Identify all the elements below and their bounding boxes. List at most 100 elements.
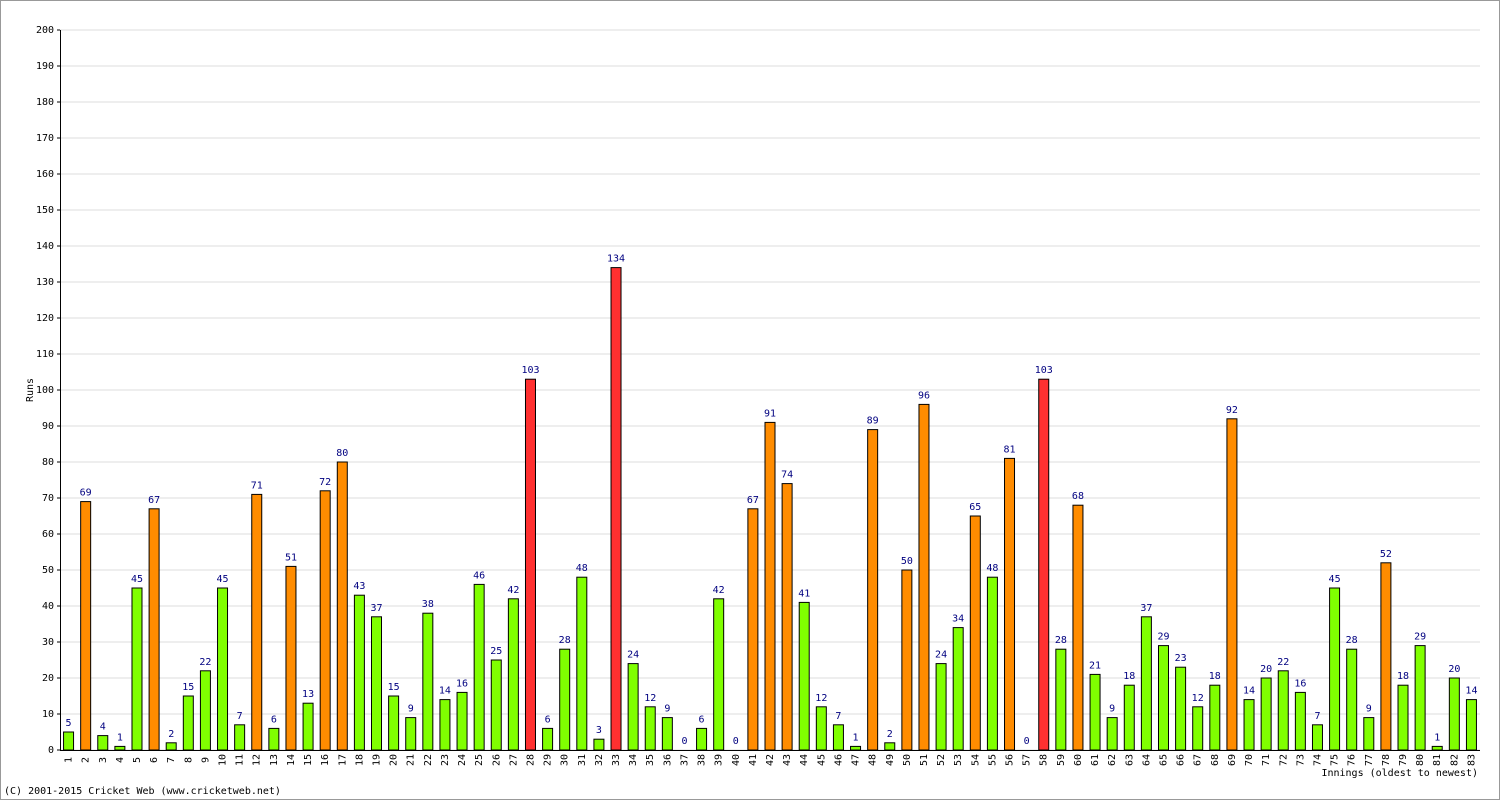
value-label: 28 [1055, 635, 1067, 646]
bar [1226, 418, 1238, 751]
x-tick-label: 54 [970, 754, 981, 766]
x-tick-label: 10 [218, 754, 229, 766]
x-tick-label: 71 [1261, 754, 1272, 766]
bar [952, 627, 964, 751]
bar [353, 594, 365, 751]
x-tick-label: 55 [987, 754, 998, 766]
x-tick-label: 63 [1124, 754, 1135, 766]
x-tick-label: 68 [1210, 754, 1221, 766]
x-tick-label: 23 [440, 754, 451, 766]
x-tick-label: 49 [885, 754, 896, 766]
bar [1277, 670, 1289, 751]
x-tick-label: 62 [1107, 754, 1118, 766]
value-label: 1 [853, 732, 859, 743]
y-tick-label: 80 [42, 457, 54, 468]
x-tick-label: 27 [508, 754, 519, 766]
y-tick-label: 50 [42, 565, 54, 576]
bar [1055, 648, 1067, 751]
footer: (C) 2001-2015 Cricket Web (www.cricketwe… [4, 786, 281, 797]
value-label: 15 [182, 682, 194, 693]
bar [781, 483, 793, 751]
x-tick-label: 81 [1432, 754, 1443, 766]
x-tick-label: 47 [851, 754, 862, 766]
bar [713, 598, 725, 751]
value-label: 18 [1209, 671, 1221, 682]
x-tick-label: 33 [611, 754, 622, 766]
x-tick-label: 61 [1090, 754, 1101, 766]
value-label: 12 [815, 693, 827, 704]
value-label: 74 [781, 470, 793, 481]
y-tick-label: 130 [36, 277, 54, 288]
y-tick-label: 70 [42, 493, 54, 504]
value-label: 37 [1140, 603, 1152, 614]
bar [336, 461, 348, 751]
x-tick-label: 70 [1244, 754, 1255, 766]
value-label: 48 [986, 563, 998, 574]
x-tick-label: 46 [833, 754, 844, 766]
value-label: 52 [1380, 549, 1392, 560]
x-axis-title: Innings (oldest to newest) [1321, 768, 1478, 779]
x-tick-label: 80 [1415, 754, 1426, 766]
bar [1004, 457, 1016, 751]
bar [747, 508, 759, 751]
x-tick-label: 1 [64, 757, 75, 763]
x-tick-label: 9 [200, 757, 211, 763]
x-tick-label: 39 [714, 754, 725, 766]
x-tick-label: 4 [115, 757, 126, 763]
value-label: 51 [285, 552, 297, 563]
bar [1140, 616, 1152, 751]
bar [1465, 699, 1477, 751]
y-tick-label: 60 [42, 529, 54, 540]
x-tick-label: 60 [1073, 754, 1084, 766]
value-label: 29 [1157, 632, 1169, 643]
value-label: 43 [353, 581, 365, 592]
y-tick-label: 110 [36, 349, 54, 360]
x-tick-label: 13 [269, 754, 280, 766]
value-label: 4 [100, 722, 106, 733]
value-label: 103 [1035, 365, 1053, 376]
bar [986, 576, 998, 751]
value-label: 0 [681, 736, 687, 747]
value-label: 28 [559, 635, 571, 646]
bar [388, 695, 400, 751]
bar [1414, 645, 1426, 751]
value-label: 92 [1226, 405, 1238, 416]
x-tick-label: 58 [1039, 754, 1050, 766]
x-tick-label: 11 [235, 754, 246, 766]
x-tick-label: 26 [491, 754, 502, 766]
x-tick-label: 29 [543, 754, 554, 766]
bar [97, 735, 109, 751]
x-tick-label: 65 [1158, 754, 1169, 766]
bar [850, 745, 862, 751]
x-tick-label: 19 [372, 754, 383, 766]
bar [884, 742, 896, 751]
bar [302, 702, 314, 751]
bar [439, 699, 451, 751]
value-label: 67 [747, 495, 759, 506]
bar [918, 403, 930, 751]
x-tick-label: 51 [919, 754, 930, 766]
value-label: 48 [576, 563, 588, 574]
x-tick-label: 45 [816, 754, 827, 766]
value-label: 134 [607, 254, 625, 265]
value-label: 16 [456, 678, 468, 689]
bar [1038, 378, 1050, 751]
x-tick-label: 17 [337, 754, 348, 766]
bar [935, 663, 947, 751]
value-label: 46 [473, 570, 485, 581]
y-tick-label: 100 [36, 385, 54, 396]
x-tick-label: 79 [1398, 754, 1409, 766]
bar [1448, 677, 1460, 751]
value-label: 21 [1089, 660, 1101, 671]
bar [1243, 699, 1255, 751]
x-tick-label: 6 [149, 757, 160, 763]
y-tick-label: 190 [36, 61, 54, 72]
bar [251, 493, 263, 751]
bar [234, 724, 246, 751]
bar [148, 508, 160, 751]
y-tick-label: 180 [36, 97, 54, 108]
bar [165, 742, 177, 751]
value-label: 28 [1346, 635, 1358, 646]
value-label: 1 [1434, 732, 1440, 743]
